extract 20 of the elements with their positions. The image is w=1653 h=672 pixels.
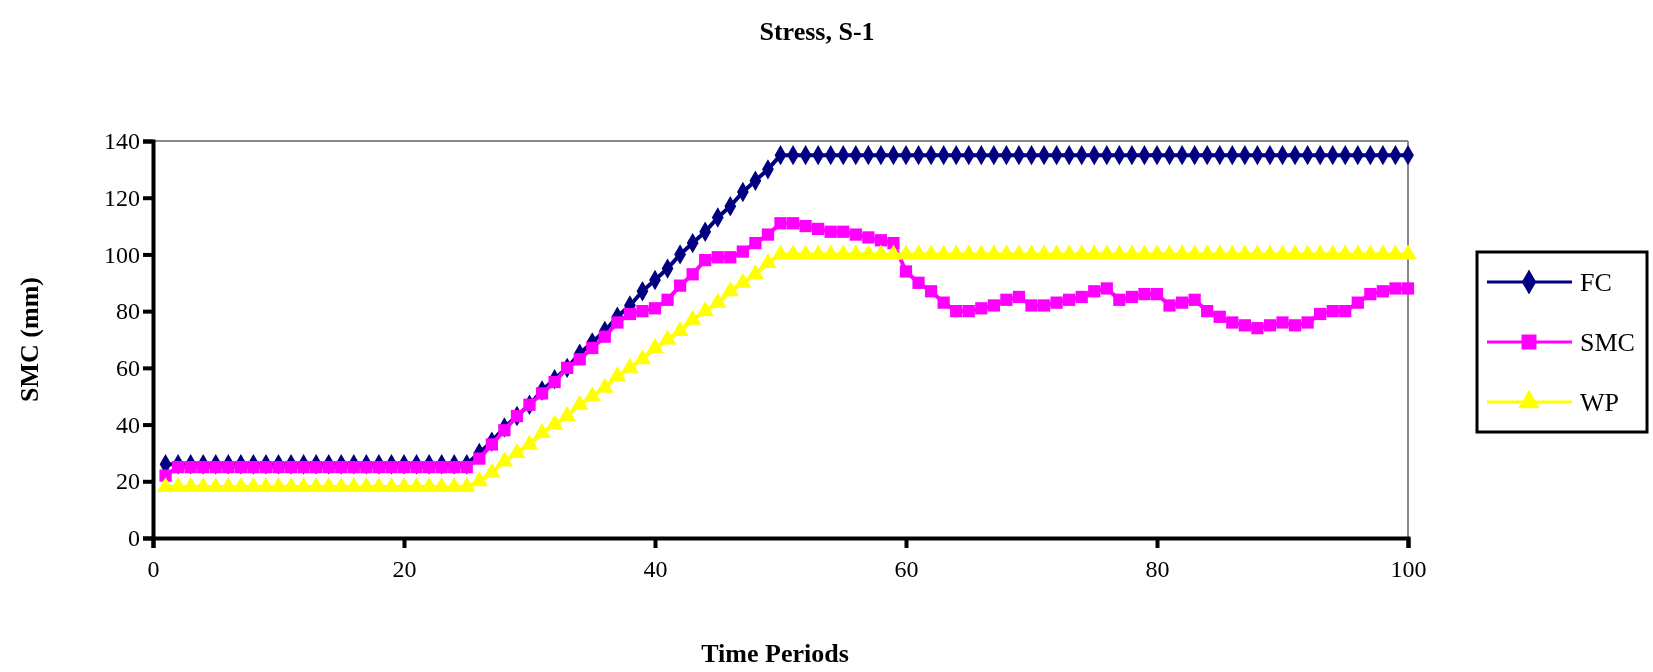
y-tick-label: 80 — [116, 298, 140, 325]
y-tick-label: 60 — [116, 355, 140, 382]
x-axis-title: Time Periods — [701, 639, 849, 668]
y-tick-label: 120 — [104, 184, 140, 211]
y-tick-label: 100 — [104, 241, 140, 268]
y-tick-label: 0 — [128, 525, 140, 552]
x-tick-label: 100 — [1390, 556, 1427, 583]
y-tick-label: 20 — [116, 468, 140, 495]
chart-title: Stress, S-1 — [759, 17, 875, 46]
x-tick-label: 20 — [392, 556, 417, 583]
legend-label: SMC — [1580, 328, 1635, 357]
x-tick-label: 60 — [894, 556, 919, 583]
y-tick-label: 40 — [116, 411, 140, 438]
y-axis-title: SMC (mm) — [15, 277, 44, 402]
x-tick-label: 0 — [147, 556, 160, 583]
legend-label: WP — [1580, 388, 1619, 417]
x-tick-label: 40 — [643, 556, 668, 583]
x-tick-label: 80 — [1145, 556, 1170, 583]
legend-label: FC — [1580, 268, 1612, 297]
y-tick-label: 140 — [104, 128, 140, 155]
